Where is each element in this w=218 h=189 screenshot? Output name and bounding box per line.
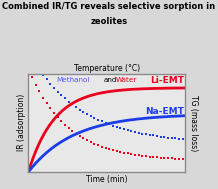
Text: Na-EMT: Na-EMT xyxy=(145,107,184,115)
Y-axis label: TG (mass loss): TG (mass loss) xyxy=(189,95,198,151)
Text: Li-EMT: Li-EMT xyxy=(150,76,184,85)
Text: Water: Water xyxy=(116,77,138,83)
Y-axis label: IR (adsorption): IR (adsorption) xyxy=(17,94,26,151)
Text: Combined IR/TG reveals selective sorption in: Combined IR/TG reveals selective sorptio… xyxy=(2,2,216,11)
Text: zeolites: zeolites xyxy=(90,17,128,26)
Text: and: and xyxy=(104,77,117,83)
Text: Methanol: Methanol xyxy=(57,77,90,83)
X-axis label: Time (min): Time (min) xyxy=(86,175,128,184)
X-axis label: Temperature (°C): Temperature (°C) xyxy=(74,64,140,73)
